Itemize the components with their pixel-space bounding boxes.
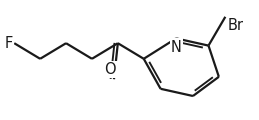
Text: Br: Br [228,18,244,33]
Text: N: N [171,40,182,55]
Text: O: O [104,62,116,77]
Text: F: F [5,36,13,51]
